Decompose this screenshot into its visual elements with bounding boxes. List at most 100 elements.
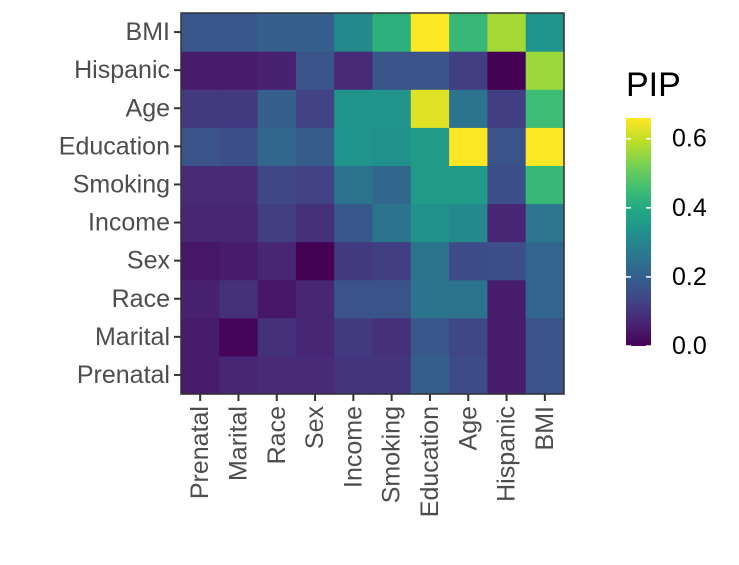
- heatmap-cell: [410, 127, 450, 166]
- heatmap-cell: [295, 165, 335, 205]
- heatmap-cell: [525, 317, 565, 357]
- heatmap-cell: [295, 13, 335, 52]
- heatmap-cell: [257, 127, 297, 166]
- heatmap-cell: [295, 241, 335, 281]
- y-tick-label: Education: [59, 132, 170, 160]
- heatmap-cell: [219, 241, 259, 281]
- heatmap-cell: [372, 317, 412, 357]
- heatmap-cell: [449, 89, 488, 128]
- heatmap-cell: [487, 127, 527, 166]
- y-tick-label: Race: [112, 285, 170, 313]
- heatmap-cell: [257, 279, 297, 319]
- heatmap-cell: [487, 203, 527, 243]
- x-tick-label: Education: [416, 406, 444, 517]
- heatmap-cell: [449, 51, 488, 90]
- heatmap-cell: [257, 241, 297, 281]
- panel-border: [180, 12, 565, 395]
- heatmap-cell: [487, 51, 527, 90]
- heatmap-cell: [181, 51, 220, 90]
- heatmap-cell: [525, 127, 565, 166]
- heatmap-cell: [410, 89, 450, 128]
- heatmap-cell: [449, 165, 488, 205]
- heatmap-cell: [372, 127, 412, 166]
- heatmap-cell: [181, 355, 220, 395]
- heatmap-cell: [257, 13, 297, 52]
- heatmap-cell: [295, 355, 335, 395]
- heatmap-cell: [295, 317, 335, 357]
- heatmap-cell: [410, 279, 450, 319]
- x-tick-label: Race: [263, 406, 291, 464]
- heatmap-cell: [295, 51, 335, 90]
- heatmap-cell: [257, 203, 297, 243]
- y-tick-label: Age: [126, 94, 170, 122]
- heatmap-cell: [372, 241, 412, 281]
- y-tick-label: Prenatal: [77, 361, 170, 389]
- heatmap-cell: [449, 279, 488, 319]
- heatmap-cell: [219, 51, 259, 90]
- heatmap-cell: [295, 89, 335, 128]
- heatmap-cell: [525, 13, 565, 52]
- legend-title: PIP: [626, 66, 681, 104]
- heatmap-cell: [334, 317, 374, 357]
- color-legend: PIP 0.0 0.2 0.4 0.6: [626, 66, 707, 360]
- heatmap-cell: [257, 89, 297, 128]
- heatmap-cell: [525, 241, 565, 281]
- y-tick-label: Smoking: [73, 170, 170, 198]
- heatmap-cell: [487, 13, 527, 52]
- heatmap-cell: [449, 317, 488, 357]
- y-tick-label: BMI: [126, 18, 170, 46]
- heatmap-cell: [181, 241, 220, 281]
- heatmap-cell: [219, 317, 259, 357]
- heatmap-cell: [487, 279, 527, 319]
- x-tick-label: Sex: [301, 406, 329, 450]
- heatmap-cell: [410, 13, 450, 52]
- heatmap-cell: [219, 89, 259, 128]
- heatmap-cell: [410, 203, 450, 243]
- heatmap-cell: [334, 127, 374, 166]
- heatmap-cell: [372, 165, 412, 205]
- legend-tick-label: 0.4: [672, 194, 707, 222]
- x-tick-label: Prenatal: [186, 406, 214, 499]
- heatmap-cell: [219, 127, 259, 166]
- heatmap-cell: [487, 89, 527, 128]
- heatmap-cell: [449, 355, 488, 395]
- heatmap-cell: [372, 89, 412, 128]
- heatmap-cell: [525, 279, 565, 319]
- heatmap-cells: [181, 13, 565, 395]
- legend-tick-label: 0.6: [672, 125, 707, 153]
- y-tick-label: Sex: [127, 247, 171, 275]
- heatmap-cell: [219, 355, 259, 395]
- heatmap-cell: [181, 165, 220, 205]
- heatmap-cell: [487, 317, 527, 357]
- heatmap-cell: [449, 203, 488, 243]
- heatmap-cell: [525, 51, 565, 90]
- heatmap-cell: [181, 279, 220, 319]
- legend-tick-label: 0.0: [672, 332, 707, 360]
- heatmap-cell: [295, 127, 335, 166]
- heatmap-cell: [372, 203, 412, 243]
- heatmap-cell: [525, 89, 565, 128]
- legend-tick-label: 0.2: [672, 263, 707, 291]
- heatmap-cell: [410, 51, 450, 90]
- heatmap-cell: [334, 241, 374, 281]
- x-tick-label: Smoking: [378, 406, 406, 503]
- x-tick-label: Marital: [224, 406, 252, 481]
- heatmap-cell: [372, 51, 412, 90]
- heatmap-cell: [257, 317, 297, 357]
- heatmap-cell: [334, 51, 374, 90]
- heatmap-cell: [295, 279, 335, 319]
- heatmap-cell: [257, 165, 297, 205]
- x-tick-label: Hispanic: [493, 406, 521, 502]
- heatmap-cell: [334, 13, 374, 52]
- heatmap-cell: [410, 165, 450, 205]
- heatmap-cell: [487, 165, 527, 205]
- heatmap-cell: [295, 203, 335, 243]
- heatmap-cell: [410, 355, 450, 395]
- heatmap-cell: [449, 127, 488, 166]
- heatmap-cell: [257, 51, 297, 90]
- heatmap-cell: [372, 279, 412, 319]
- heatmap-cell: [219, 13, 259, 52]
- heatmap-cell: [449, 241, 488, 281]
- y-tick-label: Marital: [95, 323, 170, 351]
